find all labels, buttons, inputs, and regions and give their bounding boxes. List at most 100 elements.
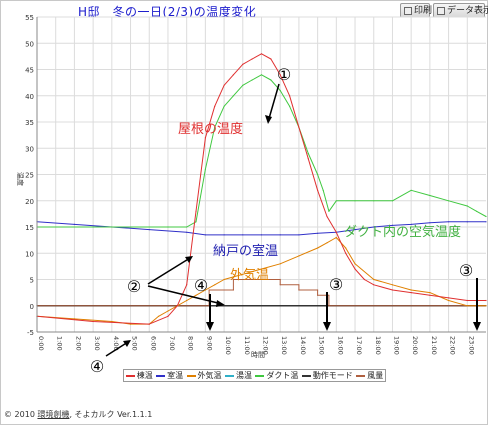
series-line-棟温 <box>36 53 486 325</box>
legend-swatch <box>224 374 234 377</box>
data-point <box>186 231 188 233</box>
footer-company-link[interactable]: 環境創機 <box>37 410 70 419</box>
data-point <box>373 226 375 228</box>
data-point <box>195 210 197 212</box>
y-tick-label: 15 <box>25 224 34 232</box>
arrow-1 <box>267 83 280 123</box>
data-point <box>167 226 169 228</box>
data-point <box>485 305 487 307</box>
print-button-label: 印刷 <box>414 6 433 16</box>
data-point <box>476 210 478 212</box>
data-point <box>485 215 487 218</box>
data-point <box>354 200 356 202</box>
data-point <box>307 152 309 155</box>
data-point <box>251 58 253 60</box>
arrow-2a-head <box>185 256 193 263</box>
y-tick-label: 10 <box>25 250 34 258</box>
legend-swatch <box>356 374 366 377</box>
data-point <box>317 289 319 291</box>
data-point <box>232 95 234 97</box>
data-point <box>186 284 188 286</box>
data-point <box>335 236 337 239</box>
marker-4-top: ④ <box>194 276 208 295</box>
x-tick-label: 16:00 <box>336 336 344 355</box>
data-point <box>466 305 468 307</box>
arrow-4-bottom <box>105 341 129 357</box>
x-tick-label: 7:00 <box>168 336 176 351</box>
legend-swatch <box>301 374 311 377</box>
data-point <box>186 299 188 302</box>
data-point <box>466 205 468 207</box>
legend-label: 室温 <box>167 371 184 380</box>
legend-label: 外気温 <box>197 371 222 380</box>
data-point <box>335 231 337 233</box>
legend-item: 外気温 <box>186 370 222 381</box>
data-point <box>298 255 300 257</box>
data-point <box>298 234 300 236</box>
x-tick-label: 18:00 <box>374 336 382 355</box>
data-point <box>148 323 150 325</box>
data-point <box>354 263 356 265</box>
x-tick-label: 0:00 <box>37 336 45 351</box>
annotation-duct-temp: ダクト内の空気温度 <box>344 224 461 240</box>
data-point <box>279 89 281 92</box>
data-point <box>270 58 272 60</box>
data-point <box>251 79 253 81</box>
data-point <box>167 315 169 317</box>
printer-icon <box>404 6 412 15</box>
x-axis-label: 時間 <box>251 351 265 359</box>
data-point <box>279 278 281 281</box>
data-point <box>279 74 281 76</box>
data-point <box>289 95 291 97</box>
data-point <box>307 158 309 160</box>
data-point <box>242 234 244 236</box>
legend-label: 棟温 <box>136 371 153 380</box>
data-point <box>373 278 375 281</box>
y-tick-label: 25 <box>25 172 34 180</box>
data-point <box>270 79 272 81</box>
data-point <box>232 289 234 291</box>
y-tick-label: 5 <box>30 277 34 285</box>
data-point <box>448 200 450 202</box>
data-point <box>242 63 244 65</box>
data-point <box>429 222 431 224</box>
x-tick-labels: 0:00 1:00 2:00 3:00 4:00 5:00 6:00 7:00 8:00 9:00… <box>37 336 475 355</box>
data-view-button-label: データ表示 <box>447 6 488 16</box>
legend-item: 動作モード <box>301 370 353 381</box>
arrow-2b-head <box>216 300 225 307</box>
data-point <box>214 284 216 286</box>
arrow-3-right-head <box>473 322 481 331</box>
x-tick-label: 15:00 <box>318 336 326 355</box>
y-tick-label: -5 <box>27 329 34 337</box>
marker-1: ① <box>277 65 291 84</box>
data-point <box>260 53 263 55</box>
data-point <box>204 289 206 291</box>
data-point <box>298 289 300 291</box>
data-point <box>279 284 281 286</box>
data-point <box>448 221 450 223</box>
data-point <box>391 224 394 226</box>
data-point <box>195 294 197 296</box>
data-point <box>279 234 281 236</box>
table-icon <box>437 6 445 15</box>
legend-item: 室温 <box>156 370 183 381</box>
data-point <box>260 268 263 270</box>
data-point <box>111 320 113 323</box>
data-point <box>317 232 319 234</box>
data-point <box>328 210 330 212</box>
data-point <box>485 299 487 302</box>
data-point <box>391 284 394 286</box>
x-tick-label: 2:00 <box>74 336 82 351</box>
data-point <box>204 168 206 170</box>
y-tick-label: 35 <box>25 119 34 127</box>
x-tick-label: 8:00 <box>187 336 195 351</box>
data-point <box>129 323 132 325</box>
data-point <box>214 126 216 128</box>
data-point <box>391 200 394 202</box>
annotation-outdoor-temp: 外気温 <box>230 267 269 283</box>
data-point <box>289 105 291 107</box>
x-tick-label: 4:00 <box>112 336 120 351</box>
y-tick-label: 20 <box>25 198 34 206</box>
data-point <box>204 234 206 236</box>
marker-4-bottom: ④ <box>90 357 104 376</box>
